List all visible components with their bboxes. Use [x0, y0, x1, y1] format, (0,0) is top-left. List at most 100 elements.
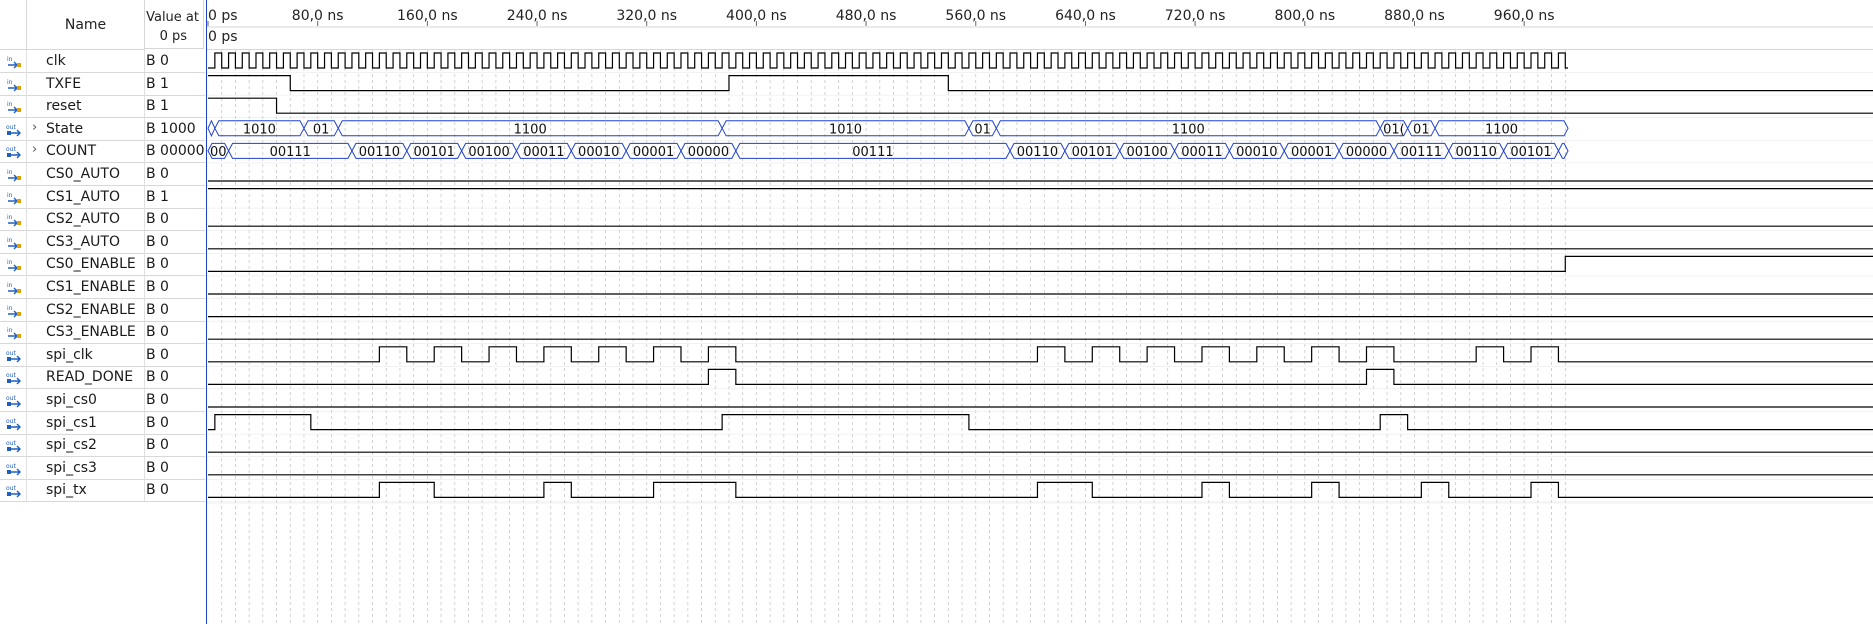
signal-row-spi_cs1[interactable]: out spi_cs1 B 0 — [0, 411, 205, 435]
signal-row-count[interactable]: out › COUNT B 00000 — [0, 140, 205, 164]
input-pin-icon: in — [6, 235, 22, 250]
svg-text:out: out — [6, 146, 16, 153]
svg-text:in: in — [7, 101, 13, 108]
column-divider — [26, 185, 27, 208]
bus-value-label: 00101 — [1510, 145, 1551, 160]
output-pin-icon: out — [6, 348, 22, 363]
svg-text:out: out — [6, 350, 16, 357]
signal-row-cs2_enable[interactable]: in CS2_ENABLE B 0 — [0, 298, 205, 322]
signal-value: B 1 — [146, 75, 169, 92]
column-divider — [26, 276, 27, 298]
signal-row-spi_cs0[interactable]: out spi_cs0 B 0 — [0, 389, 205, 412]
bit-trace — [208, 414, 1873, 431]
column-divider — [26, 411, 27, 434]
signal-value: B 0 — [146, 459, 169, 476]
signal-name: spi_tx — [46, 482, 87, 499]
column-divider — [26, 479, 27, 502]
input-pin-icon: in — [6, 212, 22, 227]
signal-name: State — [46, 120, 84, 137]
svg-text:out: out — [6, 372, 16, 379]
column-divider — [144, 456, 145, 479]
signal-row-cs3_auto[interactable]: in CS3_AUTO B 0 — [0, 230, 205, 254]
signal-value: B 0 — [146, 301, 169, 318]
column-divider — [144, 117, 145, 140]
signal-value: B 1 — [146, 188, 169, 205]
column-divider — [144, 321, 145, 344]
input-pin-icon: in — [6, 325, 22, 340]
bus-value-label: 00110 — [359, 145, 400, 160]
column-divider — [26, 366, 27, 389]
signal-row-cs2_auto[interactable]: in CS2_AUTO B 0 — [0, 208, 205, 232]
bus-value-label: 00010 — [1236, 145, 1277, 160]
signal-name: TXFE — [46, 75, 82, 92]
signal-name: CS3_ENABLE — [46, 324, 136, 341]
signal-row-txfe[interactable]: in TXFE B 1 — [0, 72, 205, 96]
bus-value-label: 00001 — [1291, 145, 1332, 160]
svg-text:in: in — [7, 56, 13, 63]
signal-row-spi_clk[interactable]: out spi_clk B 0 — [0, 343, 205, 367]
waveform-state: 1010 01 1100 1010 01 1100 01(01 1100 — [207, 119, 1569, 137]
column-divider — [144, 343, 145, 366]
signal-name: CS0_ENABLE — [46, 256, 136, 273]
signal-row-state[interactable]: out › State B 1000 — [0, 117, 205, 141]
svg-text:out: out — [6, 124, 16, 131]
bus-value-label: 01 — [974, 122, 991, 137]
signal-value: B 0 — [146, 256, 169, 273]
time-label: 240,0 ns — [507, 8, 568, 24]
signal-row-cs1_auto[interactable]: in CS1_AUTO B 1 — [0, 185, 205, 209]
column-divider — [26, 456, 27, 479]
column-divider — [144, 389, 145, 411]
svg-text:out: out — [6, 463, 16, 470]
column-divider — [144, 253, 145, 276]
signal-row-reset[interactable]: in reset B 1 — [0, 95, 205, 119]
bus-value-label: 00011 — [523, 145, 564, 160]
signal-row-spi_tx[interactable]: out spi_tx B 0 — [0, 479, 205, 503]
bit-trace — [208, 97, 1873, 114]
cursor-time-label: 0 ps — [208, 29, 238, 45]
bus-value-label: 01 — [1413, 122, 1430, 137]
signal-row-spi_cs2[interactable]: out spi_cs2 B 0 — [0, 434, 205, 458]
column-divider — [26, 140, 27, 163]
expand-chevron-icon[interactable]: › — [32, 119, 38, 135]
column-divider — [144, 479, 145, 502]
time-label: 400,0 ns — [726, 8, 787, 24]
column-divider — [26, 208, 27, 231]
svg-text:in: in — [7, 282, 13, 289]
svg-text:in: in — [7, 169, 13, 176]
time-label: 720,0 ns — [1165, 8, 1226, 24]
output-pin-icon: out — [6, 483, 22, 498]
bus-value-label: 00100 — [1126, 145, 1167, 160]
bus-value-label: 1100 — [514, 122, 547, 137]
column-divider — [144, 230, 145, 253]
waveform-canvas[interactable]: 0 ps 80,0 ns 160,0 ns 240,0 ns 320,0 ns 400,0… — [206, 0, 1873, 624]
signal-name: CS2_AUTO — [46, 211, 120, 228]
input-pin-icon: in — [6, 54, 22, 69]
waveform-spi_tx — [208, 481, 1873, 498]
signal-name: reset — [46, 98, 82, 115]
signal-row-cs0_auto[interactable]: in CS0_AUTO B 0 — [0, 163, 205, 186]
time-cursor[interactable] — [206, 0, 207, 624]
signal-row-spi_cs3[interactable]: out spi_cs3 B 0 — [0, 456, 205, 480]
signal-row-cs1_enable[interactable]: in CS1_ENABLE B 0 — [0, 276, 205, 299]
input-pin-icon: in — [6, 303, 22, 318]
signal-value: B 0 — [146, 392, 169, 408]
header-icon-column — [0, 0, 27, 50]
column-divider — [144, 411, 145, 434]
value-column-header[interactable]: Value at 0 ps — [145, 0, 204, 49]
signal-value: B 0 — [146, 482, 169, 499]
signal-name: spi_cs2 — [46, 437, 97, 454]
signal-row-cs3_enable[interactable]: in CS3_ENABLE B 0 — [0, 321, 205, 345]
name-column-header[interactable]: Name — [27, 0, 145, 50]
signal-value: B 0 — [146, 437, 169, 454]
signal-row-read_done[interactable]: out READ_DONE B 0 — [0, 366, 205, 390]
signal-row-cs0_enable[interactable]: in CS0_ENABLE B 0 — [0, 253, 205, 277]
bus-value-label: 00 — [210, 145, 227, 160]
bus-value-label: 1100 — [1485, 122, 1518, 137]
signal-name: spi_cs0 — [46, 392, 97, 408]
waveform-clk — [208, 52, 1569, 69]
output-pin-icon: out — [6, 144, 22, 159]
column-divider — [26, 230, 27, 253]
signal-row-clk[interactable]: in clk B 0 — [0, 50, 205, 73]
expand-chevron-icon[interactable]: › — [32, 142, 38, 158]
output-pin-icon: out — [6, 393, 22, 408]
